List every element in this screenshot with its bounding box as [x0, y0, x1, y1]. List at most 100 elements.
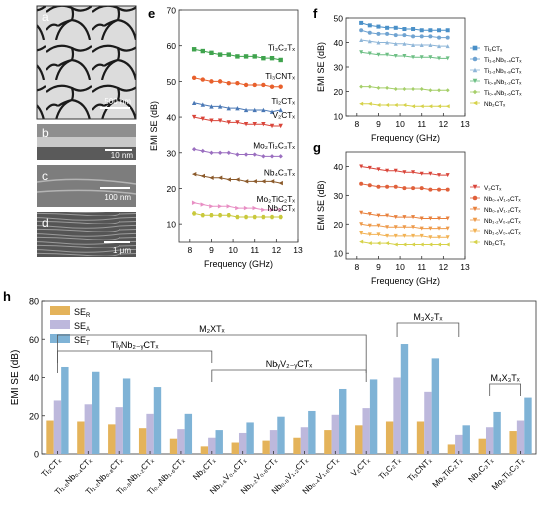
data-point-V2CTx — [278, 123, 283, 129]
data-point-Ti1.6Nb0.4CTx — [376, 31, 381, 36]
legend-label-sub: T — [86, 341, 90, 347]
x-tick-label: Nb₄C₃Tₓ — [466, 455, 495, 484]
data-point-Mo2Ti2C3Tx — [243, 152, 249, 157]
group-bracket-3 — [396, 322, 460, 337]
y-tick-label: 20 — [29, 411, 39, 421]
x-tick-label: 11 — [250, 245, 259, 255]
x-tick-label: 9 — [376, 262, 381, 272]
data-point-Ti2CTx — [376, 24, 381, 29]
data-point-Nb2CTx — [445, 104, 450, 109]
data-point-Ti1.6Nb0.4CTx — [437, 35, 442, 40]
data-point-V2CTx — [393, 168, 398, 173]
x-tick-label: Ti₃C₂Tₓ — [376, 455, 402, 481]
legend-label-base: SE — [74, 335, 86, 345]
data-point-Nb2CTx — [376, 241, 381, 246]
data-point-Nb2CTx — [411, 242, 416, 247]
data-point-Nb2CTx — [411, 104, 416, 109]
y-tick-label: 40 — [334, 162, 344, 172]
data-point-Ti1.2Nb0.8CTx — [359, 38, 364, 43]
bar-SE_R-Ti3CNTx — [416, 421, 425, 454]
data-point-Ti3C2Tx — [200, 48, 205, 54]
group-label-2: NbᵧV₂₋ᵧCTₓ — [266, 359, 313, 369]
legend-label-Ti0.4Nb1.6CTx: Ti₀.₄Nb₁.₆CTₓ — [484, 90, 522, 97]
data-point-Nb2CTx — [243, 214, 249, 220]
scale-label-b: 10 nm — [111, 151, 134, 160]
data-point-Nb1.2V0.8CTx — [385, 225, 390, 230]
data-point-Nb0.8V1.2CTx — [419, 216, 424, 221]
legend-label-Ti0.8Nb1.2CTx: Ti₀.₈Nb₁.₂CTₓ — [484, 79, 522, 86]
data-point-Nb0.8V1.2CTx — [393, 215, 398, 220]
panel-letter-b: b — [42, 126, 49, 140]
data-point-Nb1.6V0.4CTx — [393, 233, 398, 238]
data-point-V2CTx — [269, 123, 275, 129]
data-point-Ti2CTx — [252, 107, 257, 113]
data-point-Mo2TiC2Tx — [261, 207, 266, 213]
x-tick-label: 12 — [439, 262, 449, 272]
data-point-Ti1.2Nb0.8CTx — [367, 39, 372, 44]
data-point-Nb2CTx — [252, 214, 257, 220]
data-point-Nb1.2V0.8CTx — [419, 226, 424, 231]
bar-SE_A-Ti3C2Tx — [393, 377, 401, 454]
data-point-Ti3CNTx — [235, 80, 240, 86]
data-point-V2CTx — [243, 122, 249, 127]
data-point-Ti0.8Nb1.2CTx — [367, 51, 372, 56]
data-point-Nb2CTx — [235, 214, 240, 220]
data-point-V2CTx — [235, 120, 240, 125]
data-point-Ti0.4Nb1.6CTx — [437, 88, 442, 93]
data-point-Mo2Ti2C3Tx — [217, 150, 223, 155]
data-point-Ti3CNTx — [252, 82, 257, 88]
bar-SE_A-Mo2TiC2Tx — [455, 434, 463, 454]
data-point-Nb0.4V1.6CTx — [367, 183, 372, 188]
bar-SE_T-Nb2CTx — [215, 430, 223, 454]
group-bracket-2 — [211, 369, 367, 382]
data-point-Ti3C2Tx — [235, 54, 240, 59]
plot-frame — [345, 151, 466, 260]
legend-label-Nb1.6V0.4CTx: Nb₁.₆V₀.₄CTₓ — [484, 229, 521, 236]
data-point-Ti0.8Nb1.2CTx — [393, 53, 398, 58]
legend-label-Ti1.6Nb0.4CTx: Ti₁.₆Nb₀.₄CTₓ — [484, 57, 522, 64]
data-point-Ti3C2Tx — [209, 50, 214, 56]
bar-SE_T-Ti3CNTx — [431, 358, 440, 454]
x-tick-label: 13 — [460, 119, 470, 129]
y-tick-label: 30 — [334, 63, 344, 73]
x-tick-label: V₂CTₓ — [349, 455, 372, 478]
data-point-Mo2Ti2C3Tx — [252, 152, 257, 157]
bar-SE_R-Ti3C2Tx — [385, 421, 394, 454]
x-tick-label: 8 — [187, 245, 192, 255]
data-point-Ti3CNTx — [200, 77, 205, 82]
bar-SE_T-Nb0.8V1.2CTx — [308, 410, 316, 454]
data-point-Ti1.2Nb0.8CTx — [393, 41, 398, 46]
data-point-Ti0.4Nb1.6CTx — [393, 87, 398, 92]
data-point-Ti1.6Nb0.4CTx — [428, 34, 433, 39]
chart-e-emi-vs-frequency: 8 9 10 11 12 13 10 20 30 40 50 60 70 Frequency (GHz) E… — [149, 6, 303, 270]
series-label-V2CTx: V₂CTₓ — [272, 110, 295, 120]
data-point-Nb2CTx — [393, 242, 398, 247]
legend-label-Nb2CTx: Nb₂CTₓ — [484, 240, 506, 247]
data-point-Mo2TiC2Tx — [278, 207, 283, 213]
data-point-Ti1.6Nb0.4CTx — [419, 34, 424, 39]
bar-SE_A-Nb2CTx — [208, 437, 216, 454]
data-point-Ti0.4Nb1.6CTx — [419, 87, 424, 92]
data-point-Nb1.6V0.4CTx — [367, 232, 372, 237]
data-point-Nb2CTx — [191, 211, 197, 216]
bar-SE_A-V2CTx — [362, 408, 370, 454]
data-point-Mo2TiC2Tx — [243, 205, 249, 211]
micrograph-c: c 100 nm — [36, 165, 137, 207]
panel-letter-d: d — [42, 216, 49, 230]
data-point-Ti3CNTx — [278, 84, 283, 89]
data-point-Ti1.6Nb0.4CTx — [402, 33, 407, 38]
data-point-V2CTx — [367, 165, 372, 170]
x-tick-label: 12 — [272, 245, 282, 255]
data-point-Mo2TiC2Tx — [226, 204, 231, 209]
data-point-Ti3C2Tx — [261, 55, 266, 61]
data-point-Nb1.6V0.4CTx — [437, 235, 442, 240]
y-tick-label: 10 — [334, 249, 344, 259]
legend-label-Nb0.8V1.2CTx: Nb₀.₈V₁.₂CTₓ — [484, 207, 521, 214]
data-point-Ti1.2Nb0.8CTx — [402, 41, 407, 46]
data-point-Nb0.4V1.6CTx — [359, 181, 364, 186]
data-point-Nb0.8V1.2CTx — [367, 212, 372, 217]
data-point-Nb1.6V0.4CTx — [359, 230, 364, 235]
bar-SE_R-Nb1.6V0.4CTx — [231, 442, 239, 454]
data-point-Ti1.2Nb0.8CTx — [411, 42, 416, 47]
